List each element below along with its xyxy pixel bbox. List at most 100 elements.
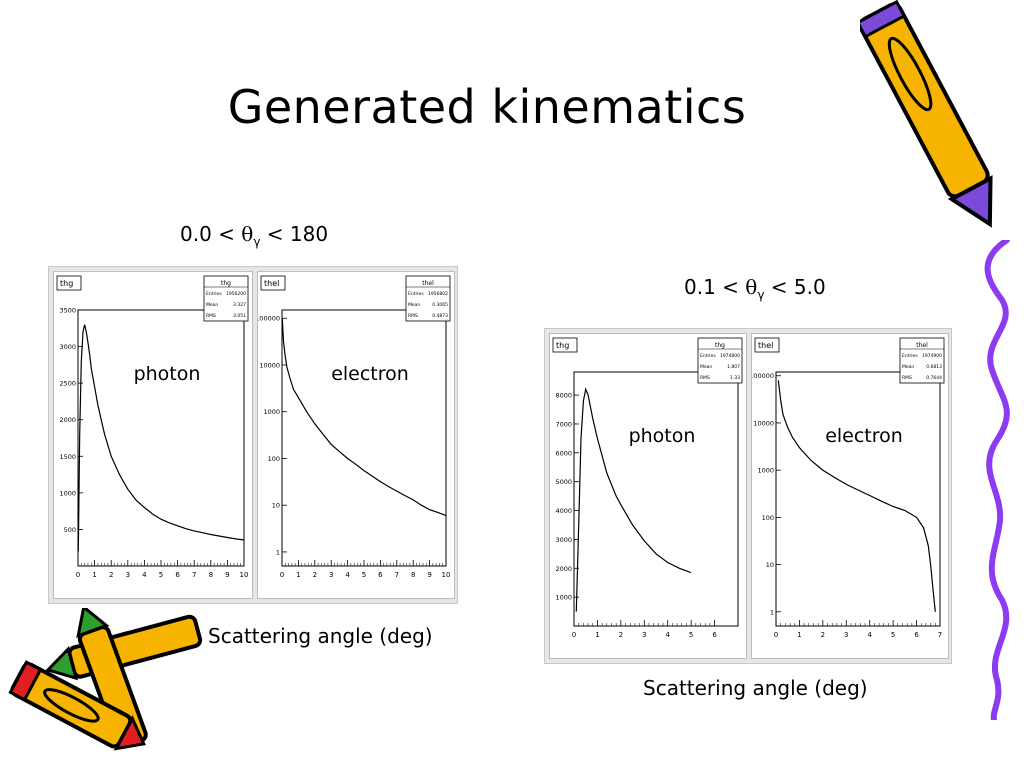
x-tick-label: 8: [209, 571, 213, 579]
y-tick-label: 8000: [555, 392, 572, 400]
x-tick-label: 2: [313, 571, 317, 579]
x-tick-label: 1: [797, 631, 801, 639]
y-tick-label: 5000: [555, 478, 572, 486]
y-tick-label: 7000: [555, 420, 572, 428]
stats-box: [405, 275, 451, 322]
x-tick-label: 4: [142, 571, 147, 579]
overlay-label: photon: [629, 425, 696, 447]
stats-key: RMS: [902, 375, 912, 381]
pad-name-box: [56, 275, 82, 291]
stats-value: 0.4873: [432, 313, 448, 319]
pad-name: thel: [264, 279, 279, 288]
y-tick-label: 1000: [757, 467, 774, 475]
pad-right-photon: thg thg Entries 1974800 Mean 1.807 RMS 1.33 0 1 2 3…: [549, 333, 747, 659]
y-tick-label: 4000: [555, 507, 572, 515]
x-tick-label: 1: [92, 571, 96, 579]
data-series-line: [777, 380, 936, 612]
x-tick-label: 5: [159, 571, 163, 579]
left-canvas: thg thg Entries 1956200 Mean 3.327 RMS 3.051 0 1 2…: [48, 266, 458, 604]
y-tick-label: 2000: [555, 565, 572, 573]
y-tick-label: 3500: [59, 307, 76, 315]
left-range-label: 0.0 < θγ < 180: [180, 222, 329, 249]
stats-value: 1956200: [226, 291, 246, 297]
pad-name: thg: [556, 341, 569, 350]
y-tick-label: 500: [64, 526, 76, 534]
y-tick-label: 1000: [263, 408, 280, 416]
stats-key: Entries: [700, 353, 716, 359]
stats-key: Mean: [902, 364, 914, 370]
stats-key: Entries: [408, 291, 424, 297]
x-tick-label: 7: [938, 631, 942, 639]
stats-key: Mean: [408, 302, 420, 308]
stats-key: Mean: [700, 364, 712, 370]
stats-key: RMS: [408, 313, 418, 319]
stats-value: 1.33: [730, 375, 740, 381]
data-series-line: [281, 318, 447, 517]
stats-key: Entries: [206, 291, 222, 297]
pad-name: thel: [758, 341, 773, 350]
x-tick-label: 2: [109, 571, 113, 579]
data-series-line: [575, 387, 692, 612]
pad-name: thg: [60, 279, 73, 288]
x-tick-label: 3: [844, 631, 848, 639]
x-tick-label: 5: [689, 631, 693, 639]
y-tick-label: 10: [272, 502, 280, 510]
x-tick-label: 10: [240, 571, 249, 579]
y-tick-label: 1: [770, 608, 774, 616]
stats-key: Entries: [902, 353, 918, 359]
x-tick-label: 2: [821, 631, 825, 639]
stats-box: [203, 275, 249, 322]
pad-name-box: [260, 275, 286, 291]
x-tick-label: 8: [411, 571, 415, 579]
x-tick-label: 9: [427, 571, 431, 579]
plot-frame: [573, 371, 739, 627]
pad-left-electron: thel thel Entries 1956802 Mean 0.3065 RMS 0.487…: [257, 271, 455, 599]
stats-value: 0.6813: [926, 364, 942, 370]
stats-box: [697, 337, 743, 384]
x-tick-label: 6: [175, 571, 180, 579]
plot-frame: [281, 309, 447, 567]
stats-value: 1956802: [428, 291, 448, 297]
crayons-left-icon: [8, 608, 203, 751]
plot-frame: [77, 309, 245, 567]
pad-right-electron: thel thel Entries 1974900 Mean 0.6813 RMS 0.764…: [751, 333, 949, 659]
right-canvas: thg thg Entries 1974800 Mean 1.807 RMS 1.33 0 1 2 3…: [544, 328, 952, 664]
x-tick-label: 7: [395, 571, 399, 579]
y-tick-label: 1500: [59, 453, 76, 461]
y-tick-label: 10000: [259, 361, 280, 369]
x-tick-label: 4: [867, 631, 872, 639]
overlay-label: electron: [331, 363, 409, 385]
x-tick-label: 2: [619, 631, 623, 639]
stats-key: RMS: [700, 375, 710, 381]
x-tick-label: 5: [891, 631, 895, 639]
x-tick-label: 10: [442, 571, 451, 579]
stats-box: [899, 337, 945, 384]
y-tick-label: 2000: [59, 416, 76, 424]
x-tick-label: 6: [712, 631, 717, 639]
squiggle-line-icon: [984, 240, 1010, 720]
y-tick-label: 10000: [753, 419, 774, 427]
right-x-caption: Scattering angle (deg): [643, 676, 868, 700]
x-tick-label: 6: [914, 631, 919, 639]
right-range-label: 0.1 < θγ < 5.0: [684, 275, 826, 302]
stats-title: thel: [916, 342, 928, 349]
y-tick-label: 3000: [59, 343, 76, 351]
x-tick-label: 0: [774, 631, 778, 639]
stats-key: Mean: [206, 302, 218, 308]
y-tick-label: 100: [268, 455, 280, 463]
stats-value: 0.3065: [432, 302, 448, 308]
stats-value: 0.7644: [926, 375, 942, 381]
x-tick-label: 0: [76, 571, 80, 579]
y-tick-label: 1: [276, 548, 280, 556]
y-tick-label: 6000: [555, 449, 572, 457]
left-x-caption: Scattering angle (deg): [208, 624, 433, 648]
plot-frame: [775, 371, 941, 627]
x-tick-label: 7: [192, 571, 196, 579]
y-tick-label: 1000: [555, 594, 572, 602]
x-tick-label: 3: [642, 631, 646, 639]
slide-title: Generated kinematics: [227, 80, 747, 134]
overlay-label: photon: [134, 363, 201, 385]
x-tick-label: 6: [378, 571, 383, 579]
pad-name-box: [552, 337, 578, 353]
